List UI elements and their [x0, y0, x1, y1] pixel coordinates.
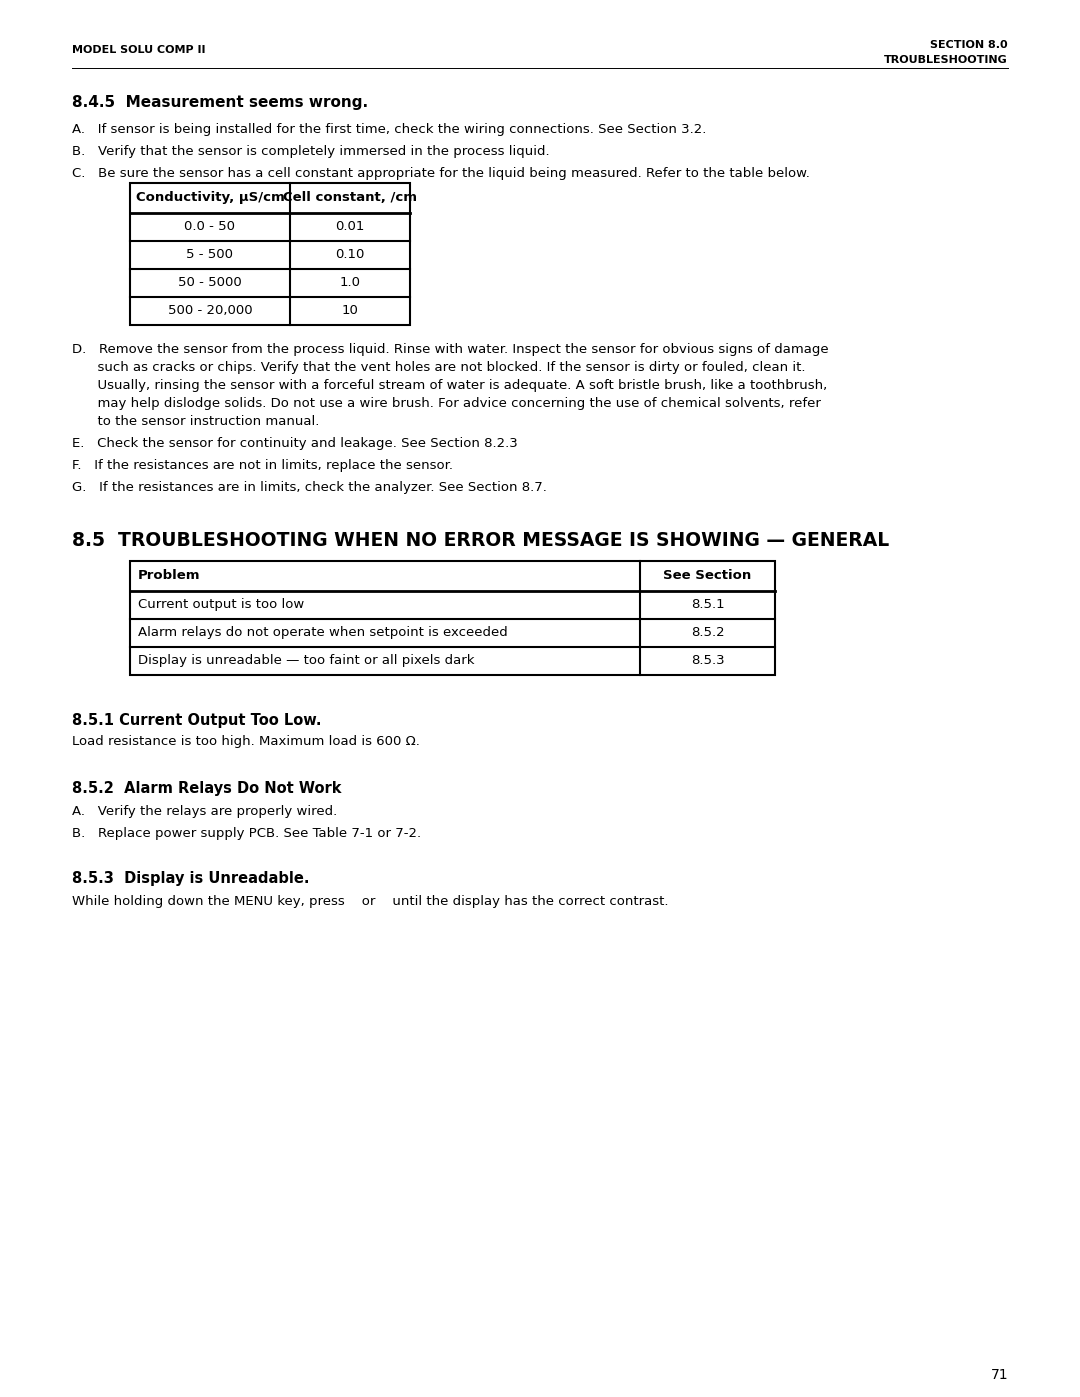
- Text: A.   If sensor is being installed for the first time, check the wiring connectio: A. If sensor is being installed for the …: [72, 123, 706, 136]
- Text: G.   If the resistances are in limits, check the analyzer. See Section 8.7.: G. If the resistances are in limits, che…: [72, 481, 546, 495]
- Text: Usually, rinsing the sensor with a forceful stream of water is adequate. A soft : Usually, rinsing the sensor with a force…: [72, 379, 827, 393]
- Text: 8.5.2: 8.5.2: [691, 626, 725, 638]
- Text: A.   Verify the relays are properly wired.: A. Verify the relays are properly wired.: [72, 805, 337, 819]
- Text: TROUBLESHOOTING: TROUBLESHOOTING: [885, 54, 1008, 66]
- Text: 5 - 500: 5 - 500: [187, 249, 233, 261]
- Text: E.   Check the sensor for continuity and leakage. See Section 8.2.3: E. Check the sensor for continuity and l…: [72, 437, 517, 450]
- Text: 71: 71: [990, 1368, 1008, 1382]
- Bar: [130, 562, 775, 675]
- Text: F.   If the resistances are not in limits, replace the sensor.: F. If the resistances are not in limits,…: [72, 460, 453, 472]
- Text: 10: 10: [341, 305, 359, 317]
- Text: 8.4.5  Measurement seems wrong.: 8.4.5 Measurement seems wrong.: [72, 95, 368, 110]
- Text: MODEL SOLU COMP II: MODEL SOLU COMP II: [72, 45, 205, 54]
- Text: Conductivity, μS/cm: Conductivity, μS/cm: [136, 191, 284, 204]
- Text: Current output is too low: Current output is too low: [138, 598, 305, 610]
- Text: D.   Remove the sensor from the process liquid. Rinse with water. Inspect the se: D. Remove the sensor from the process li…: [72, 344, 828, 356]
- Text: 0.01: 0.01: [335, 219, 365, 233]
- Text: 8.5.3: 8.5.3: [691, 654, 725, 666]
- Bar: [130, 183, 410, 326]
- Text: See Section: See Section: [663, 569, 752, 583]
- Text: Cell constant, /cm: Cell constant, /cm: [283, 191, 417, 204]
- Text: 1.0: 1.0: [339, 277, 361, 289]
- Text: 8.5.2  Alarm Relays Do Not Work: 8.5.2 Alarm Relays Do Not Work: [72, 781, 341, 796]
- Text: 8.5.3  Display is Unreadable.: 8.5.3 Display is Unreadable.: [72, 870, 310, 886]
- Text: Display is unreadable — too faint or all pixels dark: Display is unreadable — too faint or all…: [138, 654, 474, 666]
- Text: 50 - 5000: 50 - 5000: [178, 277, 242, 289]
- Text: to the sensor instruction manual.: to the sensor instruction manual.: [72, 415, 320, 427]
- Text: may help dislodge solids. Do not use a wire brush. For advice concerning the use: may help dislodge solids. Do not use a w…: [72, 397, 821, 409]
- Text: 8.5  TROUBLESHOOTING WHEN NO ERROR MESSAGE IS SHOWING — GENERAL: 8.5 TROUBLESHOOTING WHEN NO ERROR MESSAG…: [72, 531, 889, 550]
- Text: 8.5.1: 8.5.1: [691, 598, 725, 610]
- Text: C.   Be sure the sensor has a cell constant appropriate for the liquid being mea: C. Be sure the sensor has a cell constan…: [72, 168, 810, 180]
- Text: 0.0 - 50: 0.0 - 50: [185, 219, 235, 233]
- Text: 0.10: 0.10: [335, 249, 365, 261]
- Text: Alarm relays do not operate when setpoint is exceeded: Alarm relays do not operate when setpoin…: [138, 626, 508, 638]
- Text: While holding down the MENU key, press    or    until the display has the correc: While holding down the MENU key, press o…: [72, 895, 669, 908]
- Text: B.   Verify that the sensor is completely immersed in the process liquid.: B. Verify that the sensor is completely …: [72, 145, 550, 158]
- Text: 8.5.1 Current Output Too Low.: 8.5.1 Current Output Too Low.: [72, 712, 322, 728]
- Text: SECTION 8.0: SECTION 8.0: [930, 41, 1008, 50]
- Text: such as cracks or chips. Verify that the vent holes are not blocked. If the sens: such as cracks or chips. Verify that the…: [72, 360, 806, 374]
- Text: B.   Replace power supply PCB. See Table 7-1 or 7-2.: B. Replace power supply PCB. See Table 7…: [72, 827, 421, 840]
- Text: Load resistance is too high. Maximum load is 600 Ω.: Load resistance is too high. Maximum loa…: [72, 735, 420, 747]
- Text: 500 - 20,000: 500 - 20,000: [167, 305, 253, 317]
- Text: Problem: Problem: [138, 569, 201, 583]
